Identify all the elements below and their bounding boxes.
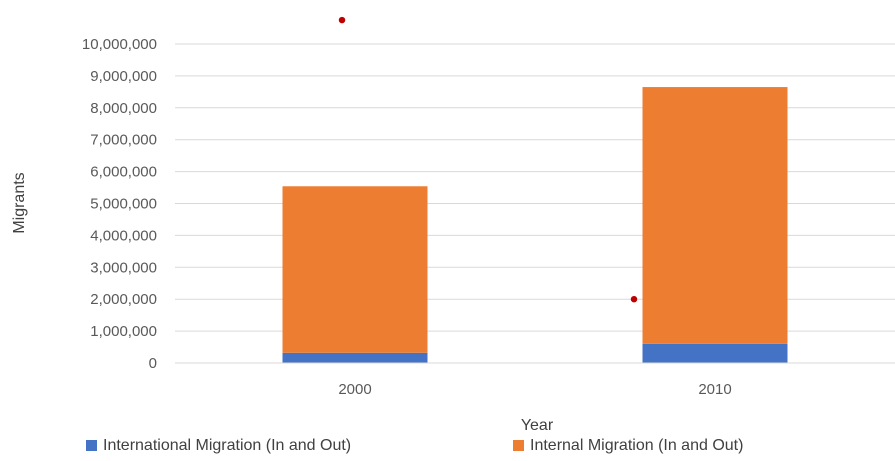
y-axis-ticks: 0 1,000,000 2,000,000 3,000,000 4,000,000 5,0… [82, 36, 157, 372]
bar-segment-international-2010 [642, 343, 788, 363]
y-tick-label: 6,000,000 [90, 164, 157, 181]
data-marker [630, 296, 638, 303]
x-axis-ticks: 2000 2010 [338, 381, 731, 398]
y-tick-label: 8,000,000 [90, 100, 157, 117]
y-tick-label: 10,000,000 [82, 36, 157, 53]
y-tick-label: 3,000,000 [90, 259, 157, 276]
y-tick-label: 5,000,000 [90, 196, 157, 213]
y-axis-title: Migrants [11, 172, 28, 233]
y-tick-label: 2,000,000 [90, 291, 157, 308]
legend-swatch [513, 440, 524, 451]
bar-segment-international-2000 [282, 352, 428, 363]
bars [282, 87, 788, 363]
x-tick-label: 2010 [698, 381, 731, 398]
markers [338, 16, 638, 303]
y-tick-label: 1,000,000 [90, 323, 157, 340]
legend-label: Internal Migration (In and Out) [530, 437, 743, 454]
legend-swatch [86, 440, 97, 451]
y-tick-label: 7,000,000 [90, 132, 157, 149]
y-tick-label: 9,000,000 [90, 68, 157, 85]
bar-segment-internal-2000 [282, 186, 428, 353]
bar-segment-internal-2010 [642, 87, 788, 344]
data-marker [338, 16, 346, 24]
y-tick-label: 0 [149, 355, 157, 372]
y-tick-label: 4,000,000 [90, 227, 157, 244]
legend-label: International Migration (In and Out) [103, 437, 351, 454]
legend: International Migration (In and Out) Inte… [86, 437, 743, 454]
x-axis-title: Year [521, 417, 554, 434]
x-tick-label: 2000 [338, 381, 371, 398]
